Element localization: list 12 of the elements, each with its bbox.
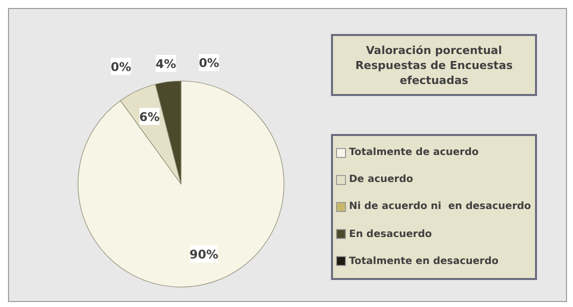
legend-label: Ni de acuerdo ni en desacuerdo — [348, 201, 532, 212]
data-label: 6% — [139, 110, 160, 124]
text: 0% — [198, 56, 220, 70]
legend-label: Totalmente en desacuerdo — [348, 256, 500, 267]
data-label: 90% — [190, 248, 218, 262]
text: 0% — [110, 60, 132, 74]
slice-label: Totalmente de acuerdo — [348, 147, 480, 158]
legend-label: En desacuerdo — [348, 228, 433, 240]
chart-title: Valoración porcentual Respuestas de Encuestas efectuadas — [331, 34, 537, 96]
data-label: 4% — [156, 56, 176, 71]
pie-slice — [78, 80, 284, 288]
legend-label: De acuerdo — [348, 174, 414, 186]
